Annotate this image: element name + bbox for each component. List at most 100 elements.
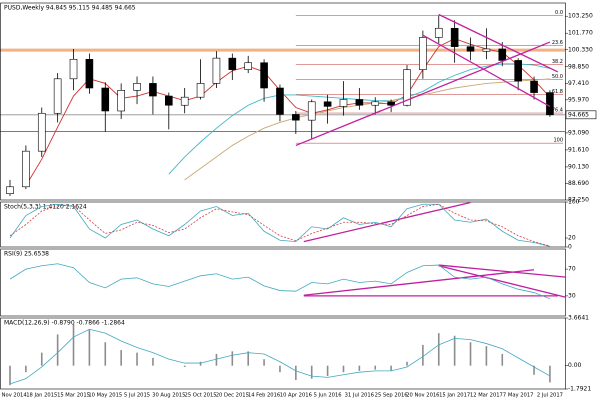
histogram-bar	[104, 342, 107, 366]
x-tick-label: 15 Mar 2015	[57, 393, 90, 399]
trendline	[438, 265, 566, 298]
y-tick-label: 98.850	[568, 63, 589, 70]
histogram-bar	[183, 365, 186, 367]
candle-body	[466, 46, 475, 52]
candle-body	[387, 101, 395, 106]
histogram-bar	[374, 365, 377, 370]
histogram-bar	[72, 324, 75, 366]
histogram-bar	[358, 365, 361, 371]
histogram-bar	[422, 344, 424, 366]
candle-body	[133, 83, 141, 91]
fib-label: 50.0	[552, 74, 563, 80]
fib-label: 38.2	[552, 59, 563, 65]
y-tick-label: 30	[568, 292, 576, 299]
histogram-bar	[406, 361, 408, 366]
x-tick-label: 20 Nov 2016	[406, 393, 439, 399]
candle-body	[69, 58, 78, 80]
trendline	[422, 34, 551, 107]
y-tick-label: 88.690	[568, 180, 589, 187]
histogram-bar	[263, 359, 265, 366]
candle-body	[546, 92, 554, 116]
histogram-bar	[25, 365, 27, 373]
histogram-bar	[199, 361, 202, 366]
y-tick-label: 0.00	[568, 362, 582, 369]
y-tick-label: 101.770	[568, 30, 593, 37]
candle-body	[371, 101, 380, 106]
candle-body	[180, 96, 189, 106]
fib-label: 100	[553, 138, 563, 144]
indicator-line	[9, 203, 551, 247]
candle-body	[101, 87, 110, 112]
histogram-bar	[453, 335, 456, 366]
moving-average	[184, 78, 550, 181]
x-tick-label: 12 Mar 2017	[470, 393, 503, 399]
x-tick-label: 30 Aug 2015	[152, 393, 185, 399]
candle-body	[323, 101, 332, 107]
trendline	[438, 264, 566, 278]
histogram-bar	[56, 334, 59, 366]
histogram-bar	[88, 329, 91, 366]
x-tick-label: 25 Sep 2016	[375, 393, 408, 399]
histogram-bar	[469, 342, 472, 366]
y-tick-label: 91.610	[568, 146, 589, 153]
candle-body	[514, 60, 522, 82]
panel-frame	[0, 248, 566, 317]
panel-title: Stoch(5,3,3) 1.4120 2.1624	[4, 204, 87, 211]
candle-body	[196, 83, 205, 98]
candle-body	[117, 90, 125, 112]
fib-label: 23.6	[552, 40, 563, 46]
histogram-bar	[215, 353, 218, 366]
histogram-bar	[485, 346, 488, 366]
histogram-bar	[437, 333, 440, 366]
candle-body	[212, 57, 221, 84]
histogram-bar	[247, 351, 249, 366]
candle-body	[37, 112, 46, 152]
candle-body	[530, 80, 538, 93]
candle-body	[403, 69, 411, 106]
candle-body	[292, 114, 300, 121]
candle-body	[22, 150, 30, 188]
panel-title: RSI(9) 25.6538	[4, 251, 49, 258]
candle-body	[355, 99, 364, 106]
histogram-bar	[279, 365, 281, 373]
trendline	[295, 41, 551, 147]
y-tick-label: 95.970	[568, 96, 589, 103]
x-tick-label: 5 Jun 2016	[314, 393, 342, 399]
x-tick-label: 25 Oct 2015	[185, 393, 217, 399]
histogram-bar	[152, 357, 154, 366]
histogram-bar	[9, 365, 11, 386]
y-tick-label: 3.6641	[568, 315, 589, 322]
histogram-bar	[390, 365, 392, 371]
x-tick-label: 2 Jul 2017	[537, 393, 563, 399]
last-price-box	[565, 110, 597, 120]
indicator-line	[9, 263, 551, 300]
y-tick-label: 93.090	[568, 129, 589, 136]
y-tick-label: 90.130	[568, 163, 589, 170]
indicator-line	[9, 328, 551, 385]
panel-frame	[0, 201, 566, 248]
panel-frame	[0, 317, 566, 390]
histogram-bar	[40, 352, 43, 366]
x-tick-label: 23 Nov 2014	[0, 393, 27, 399]
y-tick-label: 100.330	[568, 46, 593, 53]
candle-body	[498, 48, 507, 61]
moving-average	[25, 38, 551, 186]
panel-title: MACD(12,26,9) -0.8790 -0.7866 -1.2864	[4, 320, 125, 327]
trendline	[303, 269, 535, 296]
histogram-bar	[231, 351, 234, 366]
candle-body	[228, 57, 237, 70]
fib-label: 76.4	[552, 108, 563, 114]
x-tick-label: 31 Jul 2016	[345, 393, 374, 399]
candle-body	[482, 48, 491, 52]
histogram-bar	[549, 365, 551, 383]
x-tick-label: 10 Apr 2016	[280, 393, 312, 399]
trendline	[303, 201, 471, 243]
x-tick-label: 18 Jan 2015	[26, 393, 57, 399]
x-tick-label: 7 May 2017	[503, 393, 534, 399]
y-tick-label: 103.250	[568, 13, 593, 20]
x-tick-label: 15 Jan 2017	[439, 393, 470, 399]
panel-title: PUSD,Weekly 94.845 95.115 94.485 94.665	[4, 5, 136, 12]
candle-body	[53, 78, 62, 114]
histogram-bar	[533, 365, 535, 375]
y-tick-label: 20	[568, 235, 576, 242]
